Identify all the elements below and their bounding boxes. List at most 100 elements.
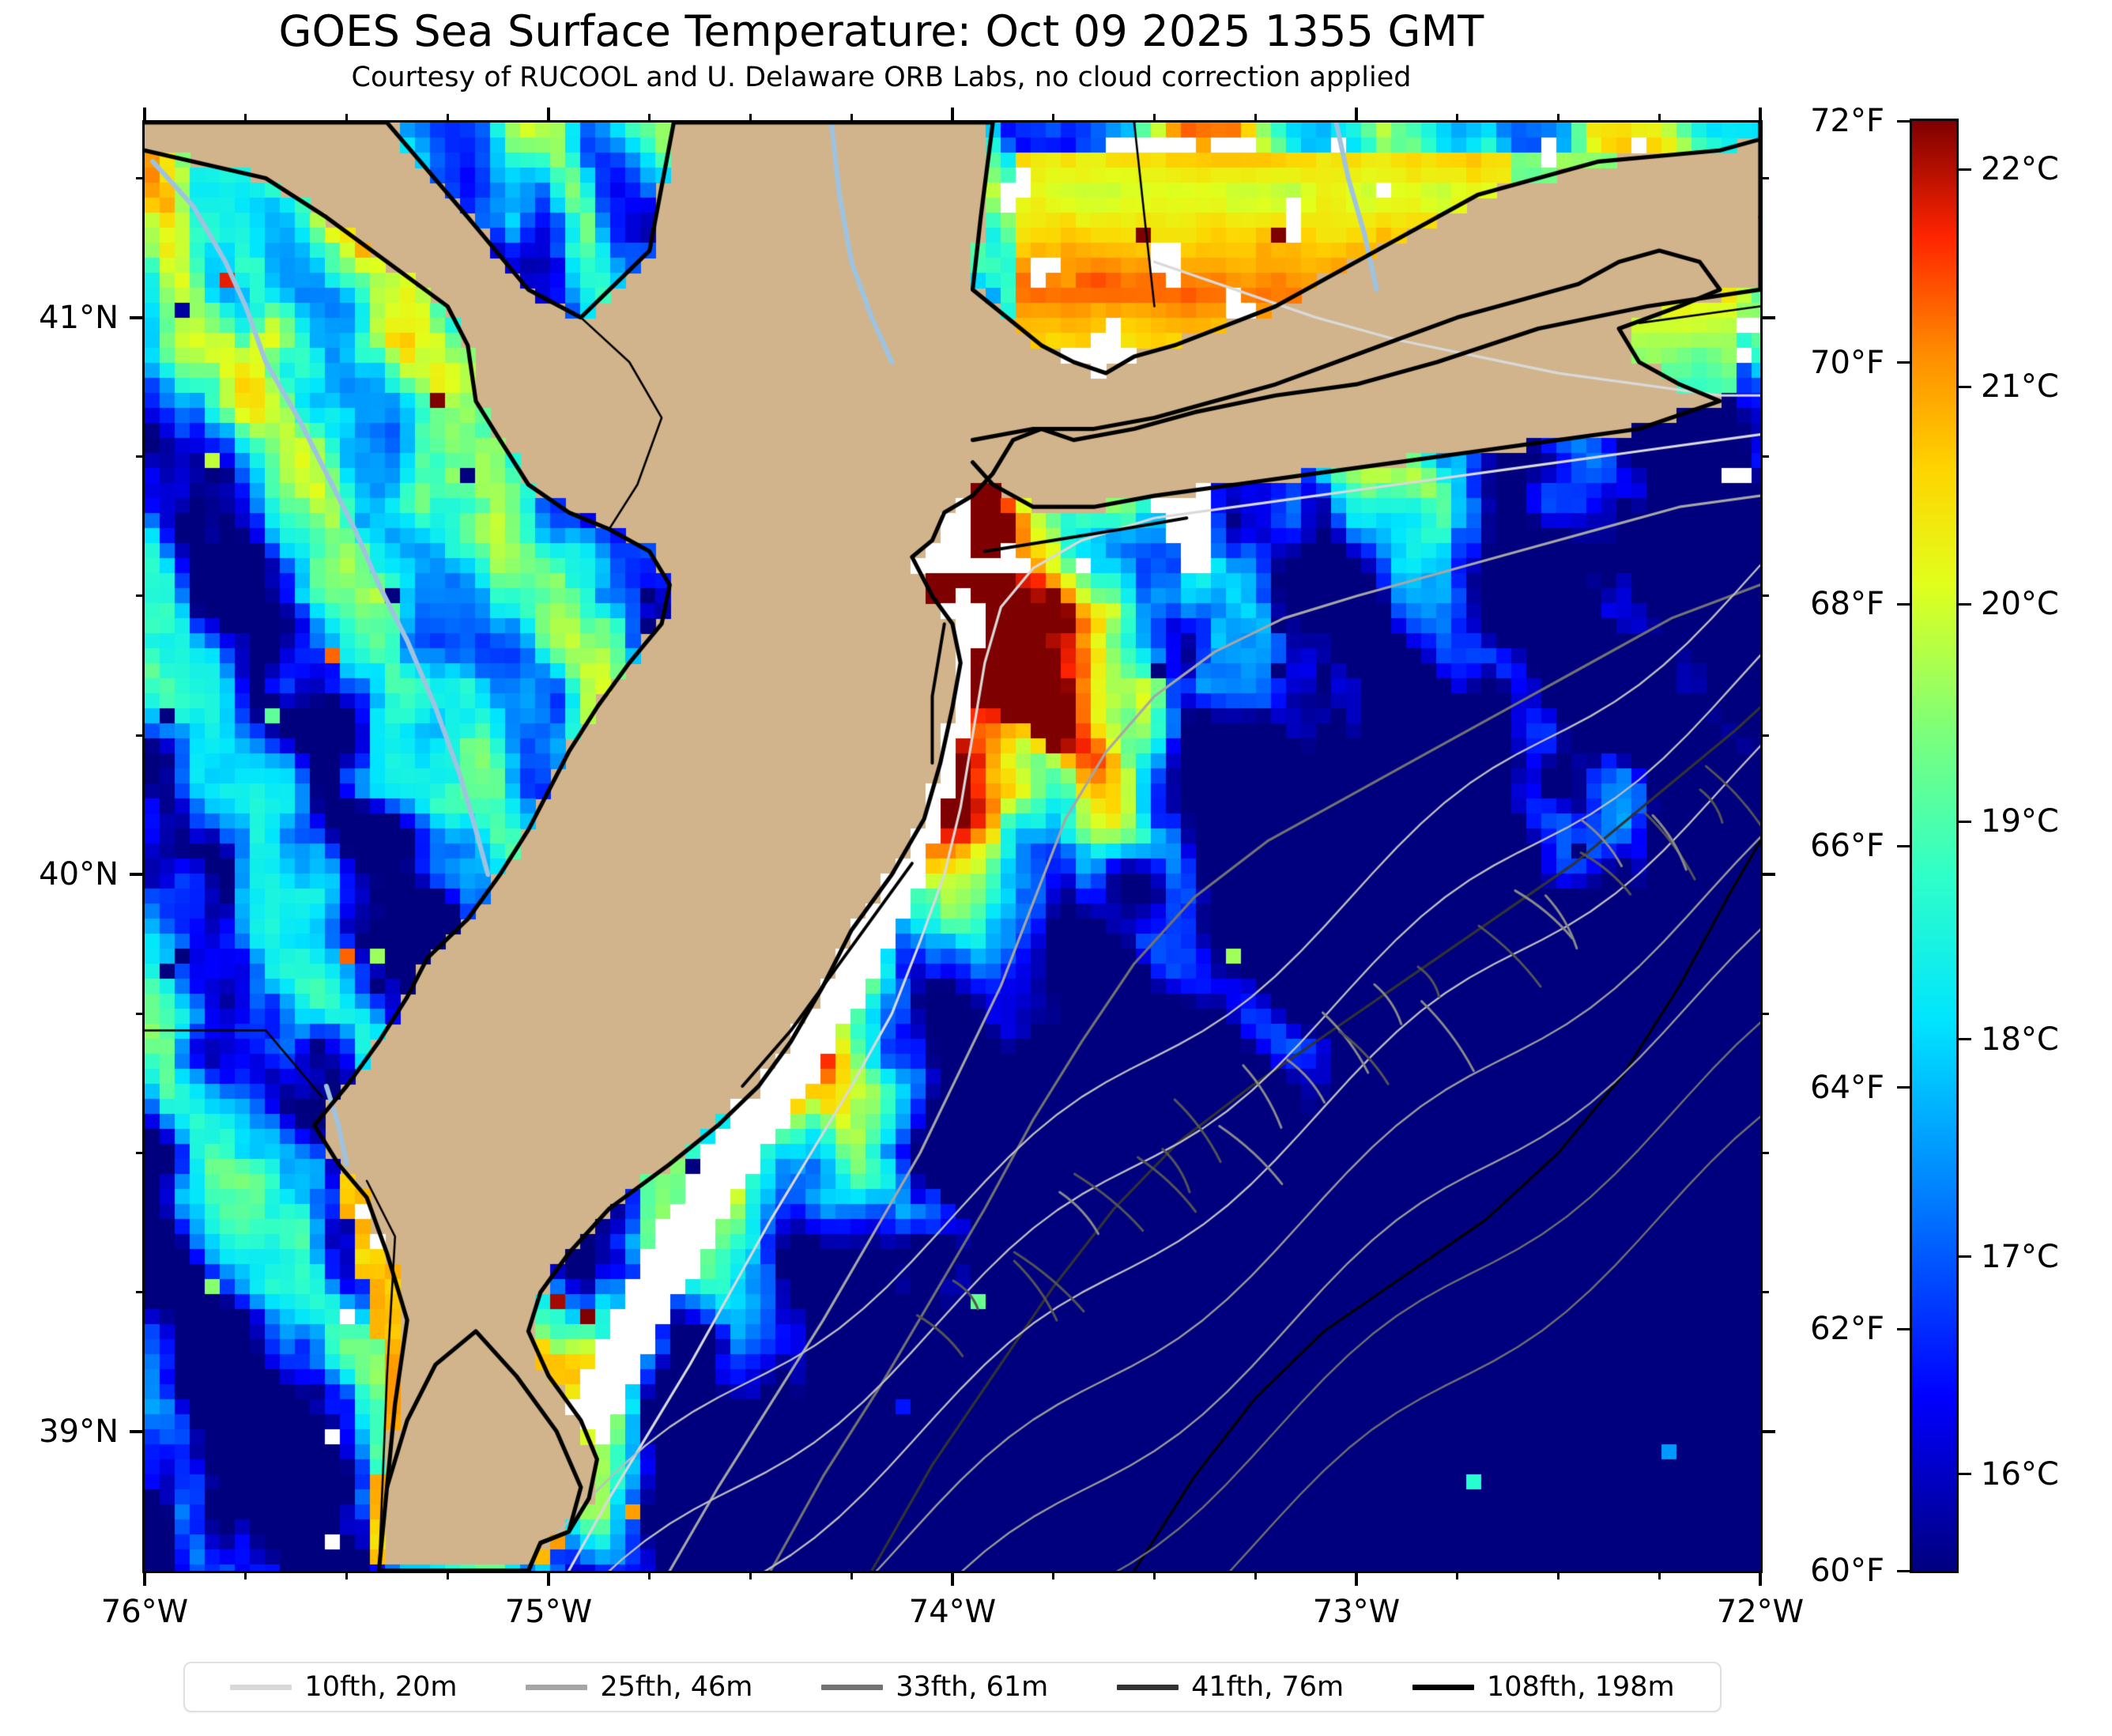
x-tick-major <box>1759 1572 1762 1586</box>
colorbar-tick-f <box>1897 119 1910 123</box>
colorbar[interactable] <box>1910 119 1959 1573</box>
x-tick-minor <box>1052 1572 1055 1579</box>
legend-line-swatch <box>1117 1684 1179 1690</box>
legend-line-swatch <box>1412 1684 1474 1690</box>
x-tick-minor <box>749 1572 752 1579</box>
x-tick-minor-top <box>1153 114 1156 122</box>
colorbar-tick-f <box>1897 1569 1910 1572</box>
colorbar-tick-c <box>1959 820 1971 823</box>
y-tick-minor-right <box>1761 734 1769 737</box>
legend-item: 41fth, 76m <box>1117 1671 1344 1703</box>
x-tick-minor <box>1456 1572 1459 1579</box>
colorbar-label-fahrenheit: 62°F <box>1810 1311 1884 1348</box>
map-axes[interactable] <box>142 120 1763 1573</box>
legend-label: 10fth, 20m <box>304 1671 458 1703</box>
y-tick-minor <box>136 1152 144 1155</box>
x-tick-minor <box>345 1572 348 1579</box>
x-tick-minor-top <box>244 114 247 122</box>
y-tick-minor-right <box>1761 176 1769 179</box>
colorbar-tick-f <box>1897 1086 1910 1089</box>
x-tick-major <box>951 1572 954 1586</box>
y-tick-minor-right <box>1761 455 1769 459</box>
x-tick-major-top <box>951 108 954 122</box>
colorbar-tick-c <box>1959 1038 1971 1041</box>
colorbar-tick-f <box>1897 1327 1910 1330</box>
x-tick-minor <box>1254 1572 1257 1579</box>
legend-line-swatch <box>821 1684 884 1690</box>
colorbar-label-fahrenheit: 64°F <box>1810 1069 1884 1106</box>
x-tick-major <box>547 1572 550 1586</box>
legend-line-swatch <box>230 1684 292 1690</box>
x-tick-label: 73°W <box>1312 1594 1401 1630</box>
colorbar-label-fahrenheit: 72°F <box>1810 103 1884 139</box>
y-tick-major <box>130 315 144 319</box>
x-tick-label: 74°W <box>908 1594 997 1630</box>
y-tick-minor <box>136 734 144 737</box>
x-tick-minor-top <box>1052 114 1055 122</box>
x-tick-minor <box>648 1572 651 1579</box>
x-tick-minor-top <box>1658 114 1661 122</box>
colorbar-tick-c <box>1959 602 1971 606</box>
colorbar-tick-c <box>1959 1473 1971 1476</box>
x-tick-minor-top <box>850 114 853 122</box>
y-tick-minor-right <box>1761 1012 1769 1015</box>
y-tick-minor-right <box>1761 594 1769 598</box>
colorbar-label-fahrenheit: 60°F <box>1810 1553 1884 1589</box>
legend-label: 108fth, 198m <box>1486 1671 1675 1703</box>
colorbar-tick-f <box>1897 361 1910 364</box>
y-tick-label: 39°N <box>39 1413 119 1450</box>
colorbar-label-fahrenheit: 70°F <box>1810 344 1884 381</box>
legend-line-swatch <box>526 1684 588 1690</box>
x-tick-minor-top <box>1254 114 1257 122</box>
colorbar-label-celsius: 21°C <box>1981 368 2059 406</box>
x-tick-major-top <box>547 108 550 122</box>
x-tick-major <box>1355 1572 1358 1586</box>
legend-item: 25fth, 46m <box>526 1671 752 1703</box>
x-tick-minor <box>1658 1572 1661 1579</box>
y-tick-major <box>130 1429 144 1433</box>
colorbar-label-celsius: 20°C <box>1981 586 2059 623</box>
colorbar-tick-c <box>1959 1255 1971 1259</box>
y-tick-minor <box>136 1012 144 1015</box>
legend-item: 10fth, 20m <box>230 1671 457 1703</box>
y-tick-minor <box>136 176 144 179</box>
y-tick-major <box>130 873 144 877</box>
x-tick-minor-top <box>749 114 752 122</box>
y-tick-major-right <box>1761 873 1775 877</box>
colorbar-tick-f <box>1897 602 1910 606</box>
legend-item: 108fth, 198m <box>1412 1671 1675 1703</box>
x-tick-label: 75°W <box>504 1594 593 1630</box>
legend-label: 33fth, 61m <box>896 1671 1049 1703</box>
colorbar-label-celsius: 19°C <box>1981 803 2059 840</box>
colorbar-label-celsius: 22°C <box>1981 151 2059 188</box>
x-tick-label: 76°W <box>100 1594 189 1630</box>
x-tick-major <box>143 1572 146 1586</box>
y-tick-minor <box>136 1291 144 1294</box>
legend-item: 33fth, 61m <box>821 1671 1048 1703</box>
x-tick-minor <box>1557 1572 1559 1579</box>
colorbar-tick-f <box>1897 844 1910 847</box>
x-tick-minor-top <box>446 114 449 122</box>
page-title: GOES Sea Surface Temperature: Oct 09 202… <box>278 6 1484 56</box>
y-tick-minor <box>136 455 144 459</box>
legend-label: 25fth, 46m <box>600 1671 753 1703</box>
x-tick-minor-top <box>345 114 348 122</box>
colorbar-label-celsius: 18°C <box>1981 1021 2059 1058</box>
colorbar-label-celsius: 17°C <box>1981 1238 2059 1275</box>
colorbar-label-celsius: 16°C <box>1981 1455 2059 1493</box>
x-tick-major-top <box>143 108 146 122</box>
map-canvas-wrap <box>145 123 1760 1571</box>
y-tick-major-right <box>1761 315 1775 319</box>
colorbar-tick-c <box>1959 385 1971 388</box>
y-tick-major-right <box>1761 1429 1775 1433</box>
x-tick-minor <box>446 1572 449 1579</box>
x-tick-minor-top <box>1557 114 1559 122</box>
geography-layer <box>145 123 1760 1571</box>
colorbar-tick-c <box>1959 168 1971 171</box>
bathymetry-legend: 10fth, 20m 25fth, 46m 33fth, 61m 41fth, 76m… <box>183 1662 1722 1712</box>
y-tick-label: 41°N <box>39 299 119 336</box>
y-tick-minor-right <box>1761 1152 1769 1155</box>
x-tick-minor-top <box>648 114 651 122</box>
y-tick-minor <box>136 594 144 598</box>
